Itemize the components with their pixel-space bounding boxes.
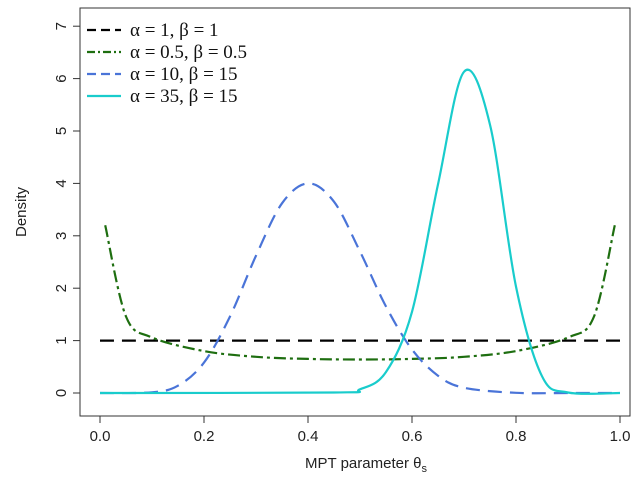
y-axis-title: Density bbox=[13, 186, 30, 237]
x-axis: 0.0 0.2 0.4 0.6 0.8 1.0 bbox=[90, 415, 631, 445]
x-tick-label: 0.6 bbox=[402, 428, 423, 445]
x-axis-title: MPT parameter θs bbox=[305, 455, 427, 475]
x-tick-label: 0.8 bbox=[506, 428, 527, 445]
x-tick-label: 0.2 bbox=[194, 428, 215, 445]
y-tick-label: 2 bbox=[53, 284, 70, 292]
legend-label-1: α = 1, β = 1 bbox=[130, 20, 219, 41]
y-tick-label: 1 bbox=[53, 336, 70, 344]
legend-label-4: α = 35, β = 15 bbox=[130, 86, 238, 107]
legend-label-3: α = 10, β = 15 bbox=[130, 64, 238, 85]
x-tick-label: 1.0 bbox=[610, 428, 631, 445]
series-layer bbox=[99, 68, 621, 395]
y-axis: 0 1 2 3 4 5 6 7 bbox=[53, 22, 81, 397]
x-tick-label: 0.0 bbox=[90, 428, 111, 445]
y-tick-label: 0 bbox=[53, 389, 70, 397]
y-tick-label: 3 bbox=[53, 232, 70, 240]
legend-label-2: α = 0.5, β = 0.5 bbox=[130, 42, 247, 63]
x-axis-title-subscript: s bbox=[421, 463, 427, 475]
series-line-4 bbox=[99, 68, 621, 395]
y-tick-label: 4 bbox=[53, 179, 70, 187]
x-axis-title-main: MPT parameter θ bbox=[305, 455, 421, 472]
y-tick-label: 5 bbox=[53, 127, 70, 135]
y-tick-label: 6 bbox=[53, 74, 70, 82]
y-tick-label: 7 bbox=[53, 22, 70, 30]
legend: α = 1, β = 1α = 0.5, β = 0.5α = 10, β = … bbox=[87, 20, 247, 107]
series-line-2 bbox=[104, 225, 616, 361]
x-tick-label: 0.4 bbox=[298, 428, 319, 445]
series-line-3 bbox=[99, 182, 620, 395]
